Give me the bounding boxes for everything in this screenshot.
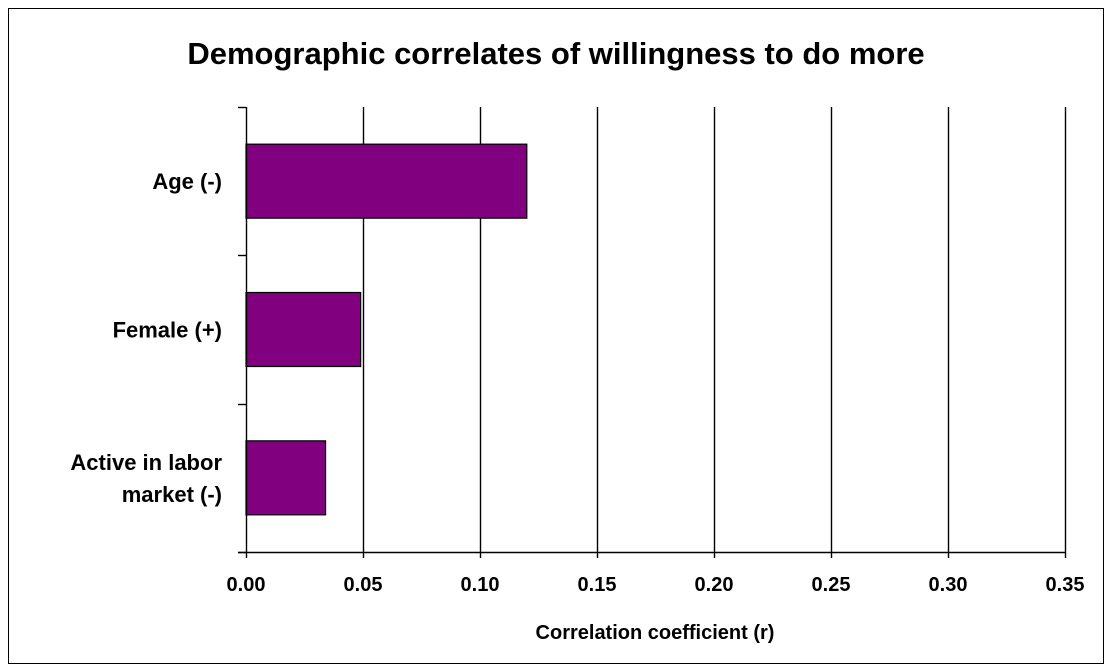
bar-3: [245, 440, 327, 516]
x-tick-label: 0.20: [695, 574, 734, 596]
category-label-line: Active in labor: [70, 450, 222, 475]
category-label: Female (+): [113, 318, 222, 343]
bar-1: [245, 143, 528, 219]
category-label-line: Age (-): [152, 169, 222, 194]
x-tick-label: 0.00: [227, 574, 266, 596]
x-tick-label: 0.10: [461, 574, 500, 596]
x-tick-label: 0.15: [578, 574, 617, 596]
x-tick-label: 0.35: [1046, 574, 1085, 596]
x-tick-labels: 0.00 0.05 0.10 0.15 0.20 0.25 0.30 0.35: [227, 574, 1085, 596]
x-tick-label: 0.25: [812, 574, 851, 596]
axes: [238, 106, 1067, 558]
chart-frame: [8, 8, 1104, 664]
chart-title: Demographic correlates of willingness to…: [187, 36, 924, 71]
category-label-line: market (-): [122, 482, 222, 507]
bars: [245, 143, 528, 516]
x-tick-label: 0.30: [929, 574, 968, 596]
category-labels: Age (-) Female (+) Active in labor market (…: [70, 169, 222, 507]
category-label: Age (-): [152, 169, 222, 194]
category-label: Active in labor market (-): [70, 450, 222, 507]
bar-2: [245, 291, 362, 368]
x-tick-label: 0.05: [344, 574, 383, 596]
category-label-line: Female (+): [113, 318, 222, 343]
x-axis-title: Correlation coefficient (r): [536, 622, 775, 644]
